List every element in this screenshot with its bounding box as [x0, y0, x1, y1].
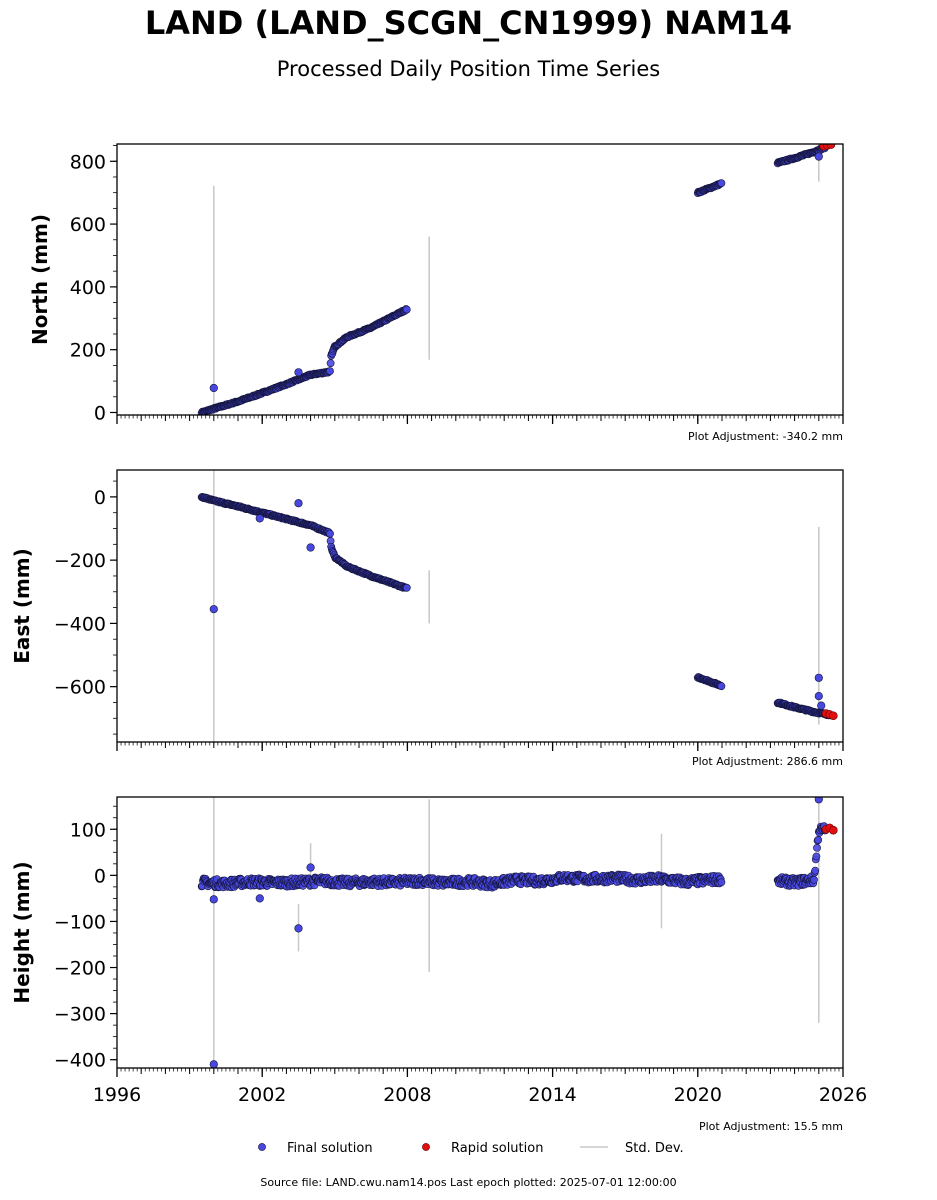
- x-tick-label: 2014: [528, 1084, 576, 1106]
- y-tick-label: 0: [94, 487, 106, 509]
- panel-frame: [116, 469, 844, 743]
- legend-label: Final solution: [287, 1141, 373, 1156]
- east-panel: 0 −200 −400 −600 East (mm) Plot Adjustment: 2…: [10, 469, 844, 768]
- final-outlier-point: [814, 797, 823, 804]
- y-tick-label: 800: [70, 151, 106, 173]
- final-solution-series: [197, 144, 830, 415]
- y-tick-label: −400: [54, 1050, 106, 1072]
- final-outlier-point: [294, 924, 303, 933]
- y-tick-label: 0: [94, 865, 106, 887]
- x-tick-label: 2020: [674, 1084, 722, 1106]
- final-point: [811, 866, 820, 875]
- final-point: [717, 682, 726, 691]
- y-tick-label: −400: [54, 613, 106, 635]
- final-outlier-point: [814, 692, 823, 701]
- final-point: [402, 305, 411, 314]
- chart-title: LAND (LAND_SCGN_CN1999) NAM14: [144, 4, 793, 42]
- y-axis-label: East (mm): [10, 548, 34, 664]
- final-point: [326, 367, 334, 375]
- y-tick-label: 200: [70, 340, 106, 362]
- y-tick-label: −100: [54, 911, 106, 933]
- source-footer: Source file: LAND.cwu.nam14.pos Last epo…: [260, 1176, 677, 1189]
- y-tick-label: −300: [54, 1004, 106, 1026]
- legend-rapid-swatch: [422, 1143, 430, 1151]
- y-tick-label: 600: [70, 214, 106, 236]
- legend-label: Std. Dev.: [625, 1141, 684, 1156]
- plot-area: [197, 144, 836, 415]
- y-tick-label: −600: [54, 677, 106, 699]
- chart-subtitle: Processed Daily Position Time Series: [276, 57, 661, 81]
- final-outlier-point: [255, 894, 264, 903]
- final-point: [326, 529, 334, 538]
- y-tick-label: −200: [54, 958, 106, 980]
- y-tick-label: −200: [54, 550, 106, 572]
- plot-adjustment-note: Plot Adjustment: 286.6 mm: [692, 755, 843, 768]
- panel-frame: [116, 143, 844, 416]
- legend-final-swatch: [258, 1143, 266, 1151]
- final-outlier-point: [814, 673, 823, 682]
- final-outlier-point: [306, 543, 315, 552]
- panel-frame: [116, 796, 844, 1069]
- final-outlier-point: [209, 1060, 218, 1068]
- height-panel: 100 0 −100 −200 −300 −400 1996 2002 2008 2014 2020…: [10, 796, 867, 1133]
- y-axis-label: Height (mm): [10, 861, 34, 1003]
- final-point: [814, 836, 823, 844]
- plot-adjustment-note: Plot Adjustment: -340.2 mm: [688, 430, 843, 443]
- final-solution-series: [197, 822, 830, 892]
- final-point: [717, 179, 726, 187]
- plot-area: [197, 470, 838, 742]
- rapid-point: [829, 825, 838, 835]
- final-outlier-point: [817, 701, 826, 710]
- y-tick-label: 100: [70, 819, 106, 841]
- final-outlier-point: [294, 368, 303, 377]
- final-point: [810, 875, 818, 884]
- rapid-point: [829, 711, 838, 721]
- x-tick-label: 1996: [93, 1084, 141, 1106]
- x-tick-label: 2026: [819, 1084, 867, 1106]
- final-point: [813, 844, 821, 852]
- legend-label: Rapid solution: [451, 1141, 543, 1156]
- x-tick-label: 2002: [238, 1084, 286, 1106]
- legend: Final solution Rapid solution Std. Dev.: [258, 1141, 684, 1156]
- plot-area: [197, 797, 838, 1068]
- final-point: [326, 359, 335, 368]
- final-outlier-point: [306, 863, 315, 872]
- final-outlier-point: [255, 514, 264, 523]
- north-panel: 0 200 400 600 800 North (mm) Plot Adjustment: …: [28, 143, 844, 443]
- final-outlier-point: [294, 499, 303, 508]
- y-axis-label: North (mm): [28, 214, 52, 345]
- y-tick-label: 400: [70, 277, 106, 299]
- final-outlier-point: [209, 383, 218, 393]
- x-tick-label: 2008: [383, 1084, 431, 1106]
- final-outlier-point: [209, 895, 218, 904]
- final-outlier-point: [209, 605, 218, 614]
- plot-adjustment-note: Plot Adjustment: 15.5 mm: [699, 1120, 843, 1133]
- y-tick-label: 0: [94, 402, 106, 424]
- final-point: [717, 878, 726, 887]
- final-point: [402, 583, 411, 592]
- final-point: [812, 852, 821, 861]
- final-solution-series: [197, 492, 835, 720]
- final-outlier-point: [814, 152, 823, 161]
